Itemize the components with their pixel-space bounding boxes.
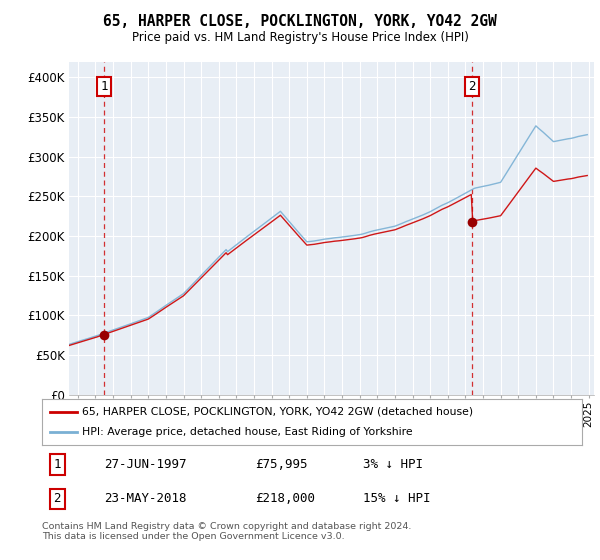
Text: £75,995: £75,995 bbox=[256, 458, 308, 471]
Text: 65, HARPER CLOSE, POCKLINGTON, YORK, YO42 2GW: 65, HARPER CLOSE, POCKLINGTON, YORK, YO4… bbox=[103, 14, 497, 29]
Text: 3% ↓ HPI: 3% ↓ HPI bbox=[364, 458, 424, 471]
Text: 23-MAY-2018: 23-MAY-2018 bbox=[104, 492, 187, 505]
Text: 15% ↓ HPI: 15% ↓ HPI bbox=[364, 492, 431, 505]
Text: Contains HM Land Registry data © Crown copyright and database right 2024.
This d: Contains HM Land Registry data © Crown c… bbox=[42, 522, 412, 542]
Text: 65, HARPER CLOSE, POCKLINGTON, YORK, YO42 2GW (detached house): 65, HARPER CLOSE, POCKLINGTON, YORK, YO4… bbox=[83, 407, 473, 417]
Text: 27-JUN-1997: 27-JUN-1997 bbox=[104, 458, 187, 471]
Text: 2: 2 bbox=[469, 80, 476, 93]
Text: 1: 1 bbox=[100, 80, 108, 93]
Text: HPI: Average price, detached house, East Riding of Yorkshire: HPI: Average price, detached house, East… bbox=[83, 427, 413, 437]
Text: £218,000: £218,000 bbox=[256, 492, 316, 505]
Text: 1: 1 bbox=[53, 458, 61, 471]
Text: Price paid vs. HM Land Registry's House Price Index (HPI): Price paid vs. HM Land Registry's House … bbox=[131, 31, 469, 44]
Text: 2: 2 bbox=[53, 492, 61, 505]
